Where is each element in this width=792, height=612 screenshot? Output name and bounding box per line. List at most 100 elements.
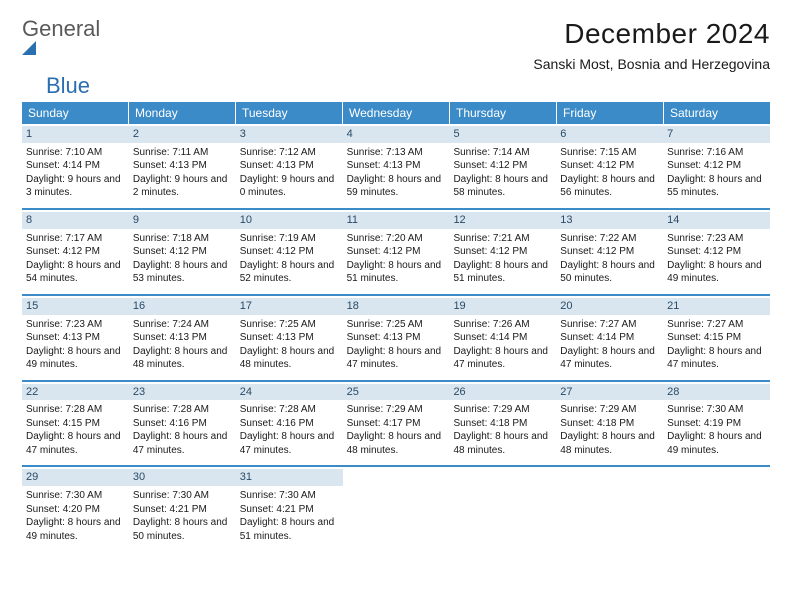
day-info: Sunrise: 7:13 AMSunset: 4:13 PMDaylight:… [347,146,446,200]
sunset-text: Sunset: 4:13 PM [240,331,339,345]
sunset-text: Sunset: 4:12 PM [26,245,125,259]
calendar-day-cell: 26Sunrise: 7:29 AMSunset: 4:18 PMDayligh… [449,382,556,466]
day-number: 9 [129,212,236,229]
daylight-text: Daylight: 8 hours and 47 minutes. [667,345,766,372]
sunrise-text: Sunrise: 7:29 AM [347,403,446,417]
calendar-body: 1Sunrise: 7:10 AMSunset: 4:14 PMDaylight… [22,124,770,551]
calendar-week-row: 15Sunrise: 7:23 AMSunset: 4:13 PMDayligh… [22,296,770,382]
day-number: 16 [129,298,236,315]
weekday-header: Wednesday [343,102,450,124]
daylight-text: Daylight: 8 hours and 56 minutes. [560,173,659,200]
sunrise-text: Sunrise: 7:19 AM [240,232,339,246]
day-info: Sunrise: 7:23 AMSunset: 4:12 PMDaylight:… [667,232,766,286]
calendar-day-cell: 25Sunrise: 7:29 AMSunset: 4:17 PMDayligh… [343,382,450,466]
calendar-week-row: 22Sunrise: 7:28 AMSunset: 4:15 PMDayligh… [22,382,770,468]
day-number: 22 [22,384,129,401]
day-number: 4 [343,126,450,143]
daylight-text: Daylight: 8 hours and 49 minutes. [26,516,125,543]
sunset-text: Sunset: 4:14 PM [560,331,659,345]
sunrise-text: Sunrise: 7:30 AM [133,489,232,503]
day-number: 23 [129,384,236,401]
day-number: 28 [663,384,770,401]
sunrise-text: Sunrise: 7:30 AM [667,403,766,417]
daylight-text: Daylight: 9 hours and 0 minutes. [240,173,339,200]
day-number: 29 [22,469,129,486]
sunrise-text: Sunrise: 7:27 AM [667,318,766,332]
day-number: 31 [236,469,343,486]
sunset-text: Sunset: 4:13 PM [26,331,125,345]
sunrise-text: Sunrise: 7:24 AM [133,318,232,332]
day-number: 5 [449,126,556,143]
calendar-day-cell: 16 Sunrise: 7:24 AMSunset: 4:13 PMDayligh… [129,296,236,380]
month-title: December 2024 [533,18,770,50]
sunset-text: Sunset: 4:20 PM [26,503,125,517]
calendar-week-row: 8Sunrise: 7:17 AMSunset: 4:12 PMDaylight… [22,210,770,296]
day-info: Sunrise: 7:26 AMSunset: 4:14 PMDaylight:… [453,318,552,372]
day-info: Sunrise: 7:30 AMSunset: 4:21 PMDaylight:… [133,489,232,543]
daylight-text: Daylight: 8 hours and 53 minutes. [133,259,232,286]
day-info: Sunrise: 7:27 AMSunset: 4:14 PMDaylight:… [560,318,659,372]
day-info: Sunrise: 7:24 AMSunset: 4:13 PMDaylight:… [133,318,232,372]
calendar-day-cell: 5Sunrise: 7:14 AMSunset: 4:12 PMDaylight… [449,124,556,208]
logo-word-blue: Blue [46,73,90,98]
calendar-day-cell: 12Sunrise: 7:21 AMSunset: 4:12 PMDayligh… [449,210,556,294]
weekday-header: Friday [557,102,664,124]
day-info: Sunrise: 7:11 AMSunset: 4:13 PMDaylight:… [133,146,232,200]
daylight-text: Daylight: 8 hours and 51 minutes. [347,259,446,286]
daylight-text: Daylight: 8 hours and 47 minutes. [453,345,552,372]
day-number: 7 [663,126,770,143]
daylight-text: Daylight: 8 hours and 47 minutes. [133,430,232,457]
sunset-text: Sunset: 4:18 PM [560,417,659,431]
sunrise-text: Sunrise: 7:23 AM [667,232,766,246]
sunrise-text: Sunrise: 7:23 AM [26,318,125,332]
sunrise-text: Sunrise: 7:26 AM [453,318,552,332]
sunrise-text: Sunrise: 7:17 AM [26,232,125,246]
logo: General Blue [22,18,100,98]
sunrise-text: Sunrise: 7:30 AM [240,489,339,503]
calendar-day-cell [556,467,663,551]
location-label: Sanski Most, Bosnia and Herzegovina [533,56,770,72]
day-number: 27 [556,384,663,401]
sunrise-text: Sunrise: 7:28 AM [133,403,232,417]
calendar-day-cell: 30Sunrise: 7:30 AMSunset: 4:21 PMDayligh… [129,467,236,551]
daylight-text: Daylight: 8 hours and 48 minutes. [560,430,659,457]
triangle-sail-icon [22,41,100,57]
weekday-header: Saturday [664,102,770,124]
sunset-text: Sunset: 4:12 PM [240,245,339,259]
day-info: Sunrise: 7:23 AMSunset: 4:13 PMDaylight:… [26,318,125,372]
daylight-text: Daylight: 8 hours and 58 minutes. [453,173,552,200]
calendar-week-row: 29 Sunrise: 7:30 AM Sunset: 4:20 PMDayligh… [22,467,770,551]
calendar-day-cell: 22Sunrise: 7:28 AMSunset: 4:15 PMDayligh… [22,382,129,466]
sunset-text: Sunset: 4:15 PM [26,417,125,431]
header: General Blue December 2024 Sanski Most, … [22,18,770,98]
daylight-text: Daylight: 8 hours and 47 minutes. [240,430,339,457]
sunrise-text: Sunrise: 7:20 AM [347,232,446,246]
sunrise-text: Sunrise: 7:18 AM [133,232,232,246]
sunrise-text: Sunrise: 7:22 AM [560,232,659,246]
daylight-text: Daylight: 8 hours and 47 minutes. [347,345,446,372]
calendar-day-cell: 20 Sunrise: 7:27 AMSunset: 4:14 PMDayligh… [556,296,663,380]
day-number: 14 [663,212,770,229]
day-info: Sunrise: 7:25 AMSunset: 4:13 PMDaylight:… [347,318,446,372]
sunrise-text: Sunrise: 7:25 AM [240,318,339,332]
calendar-day-cell: 14 Sunrise: 7:23 AMSunset: 4:12 PMDayligh… [663,210,770,294]
calendar-day-cell: 9Sunrise: 7:18 AMSunset: 4:12 PMDaylight… [129,210,236,294]
day-number: 11 [343,212,450,229]
calendar-day-cell [449,467,556,551]
sunrise-text: Sunrise: 7:25 AM [347,318,446,332]
day-number: 24 [236,384,343,401]
daylight-text: Daylight: 8 hours and 47 minutes. [560,345,659,372]
sunrise-text: Sunrise: 7:21 AM [453,232,552,246]
daylight-text: Daylight: 8 hours and 47 minutes. [26,430,125,457]
day-info: Sunrise: 7:28 AMSunset: 4:16 PMDaylight:… [133,403,232,457]
calendar-day-cell: 15Sunrise: 7:23 AMSunset: 4:13 PMDayligh… [22,296,129,380]
sunset-text: Sunset: 4:12 PM [560,159,659,173]
sunset-text: Sunset: 4:13 PM [133,331,232,345]
day-number: 20 [556,298,663,315]
sunset-text: Sunset: 4:12 PM [560,245,659,259]
day-number: 26 [449,384,556,401]
day-number: 25 [343,384,450,401]
daylight-text: Daylight: 8 hours and 48 minutes. [453,430,552,457]
day-info: Sunrise: 7:28 AMSunset: 4:16 PMDaylight:… [240,403,339,457]
sunset-text: Sunset: 4:14 PM [453,331,552,345]
